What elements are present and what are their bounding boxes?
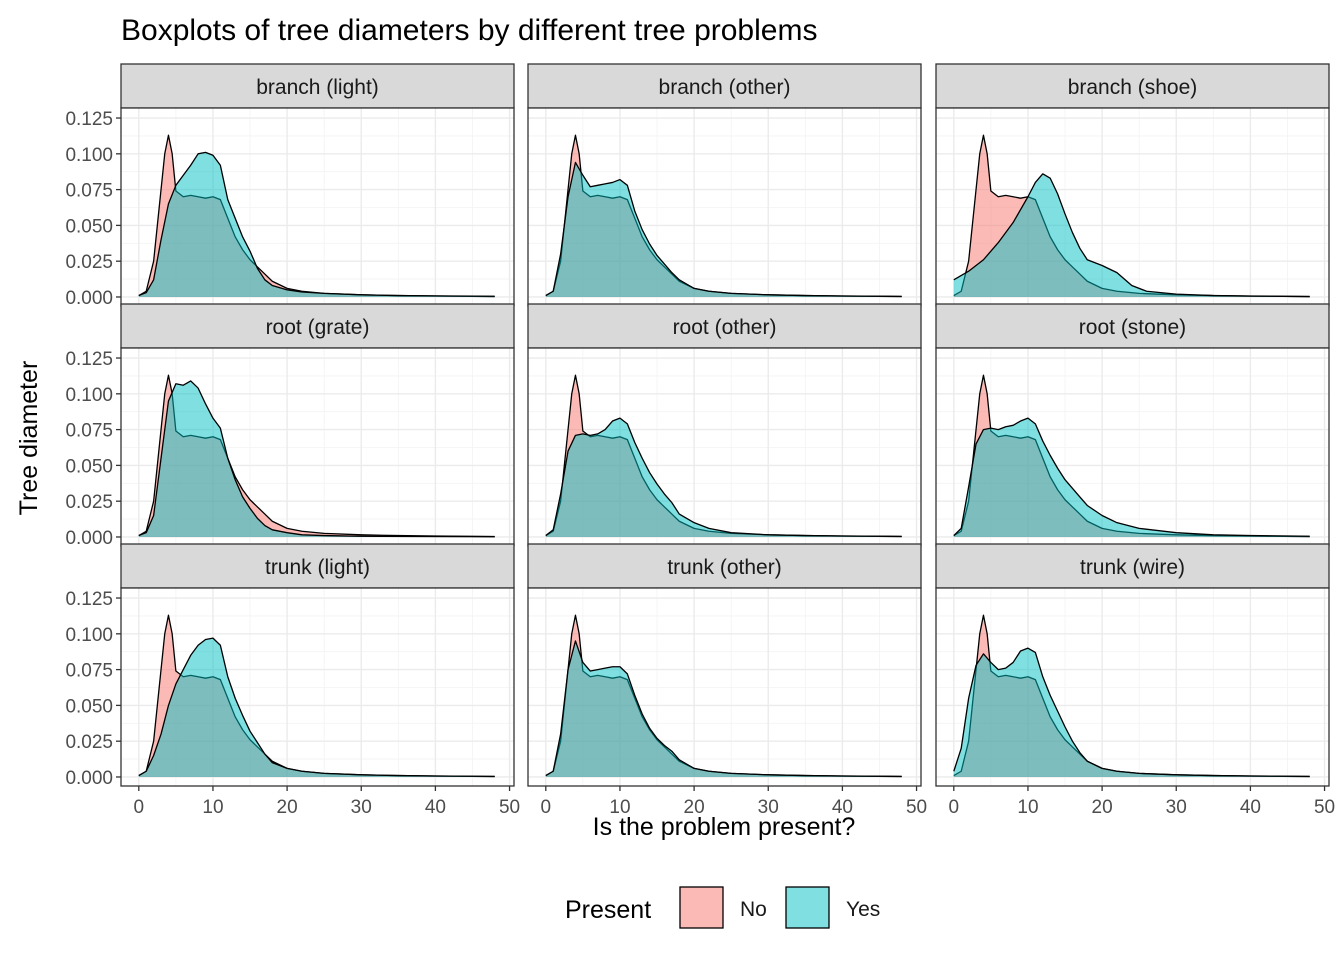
x-tick-label: 30 bbox=[1166, 797, 1187, 818]
facet-strip-label: branch (shoe) bbox=[1068, 76, 1198, 99]
y-tick-label: 0.000 bbox=[65, 288, 113, 309]
x-tick-label: 50 bbox=[906, 797, 927, 818]
facet-panel: trunk (other) 0 10 20 30 40 50 bbox=[527, 543, 927, 818]
y-tick-label: 0.050 bbox=[65, 696, 113, 717]
density-line-yes bbox=[138, 380, 495, 538]
facet-panel: root (other) bbox=[527, 303, 922, 547]
x-axis-title: Is the problem present? bbox=[593, 813, 856, 841]
y-axis-title: Tree diameter bbox=[15, 361, 43, 516]
y-tick-label: 0.075 bbox=[65, 421, 113, 442]
facet-strip bbox=[120, 63, 515, 109]
y-tick-label: 0.050 bbox=[65, 456, 113, 477]
x-tick-label: 20 bbox=[684, 797, 705, 818]
density-line-yes bbox=[545, 640, 902, 778]
y-tick-label: 0.075 bbox=[65, 661, 113, 682]
facet-strip-label: trunk (other) bbox=[667, 556, 781, 579]
y-tick-label: 0.025 bbox=[65, 252, 113, 273]
density-area-yes bbox=[545, 418, 902, 537]
x-tick-label: 40 bbox=[1240, 797, 1261, 818]
facet-strip-label: root (stone) bbox=[1079, 316, 1186, 339]
facet-strip bbox=[120, 543, 515, 589]
y-tick-label: 0.075 bbox=[65, 181, 113, 202]
x-tick-label: 30 bbox=[758, 797, 779, 818]
density-line-yes bbox=[953, 173, 1310, 298]
x-tick-label: 10 bbox=[1017, 797, 1038, 818]
y-tick-label: 0.125 bbox=[65, 349, 113, 370]
x-tick-label: 0 bbox=[134, 797, 145, 818]
y-tick-label: 0.025 bbox=[65, 732, 113, 753]
density-area-yes bbox=[545, 162, 902, 297]
x-tick-label: 30 bbox=[351, 797, 372, 818]
x-tick-label: 40 bbox=[425, 797, 446, 818]
legend-title: Present bbox=[565, 896, 651, 924]
facet-panel: trunk (wire) 0 10 20 30 40 50 bbox=[935, 543, 1335, 818]
panel-border bbox=[120, 587, 515, 787]
density-area-yes bbox=[138, 152, 495, 297]
legend: Present No Yes bbox=[565, 886, 880, 929]
density-area-yes bbox=[138, 638, 495, 777]
panel-border bbox=[527, 587, 922, 787]
y-tick-label: 0.125 bbox=[65, 109, 113, 130]
facet-strip-label: trunk (wire) bbox=[1080, 556, 1185, 579]
facet-panel: branch (light) 0.000 0.025 0.050 0.075 0.100 0… bbox=[65, 63, 515, 309]
density-line-yes bbox=[953, 417, 1310, 537]
x-tick-label: 20 bbox=[277, 797, 298, 818]
facet-panels: branch (light) 0.000 0.025 0.050 0.075 0.100 0… bbox=[65, 63, 1335, 818]
density-line-yes bbox=[545, 161, 902, 298]
density-line-yes bbox=[953, 647, 1310, 778]
chart-title: Boxplots of tree diameters by different … bbox=[121, 14, 817, 47]
facet-strip bbox=[527, 303, 922, 349]
y-tick-label: 0.100 bbox=[65, 625, 113, 646]
facet-strip bbox=[527, 543, 922, 589]
facet-panel: branch (other) bbox=[527, 63, 922, 307]
facet-panel: branch (shoe) bbox=[935, 63, 1330, 307]
facet-strip-label: root (other) bbox=[673, 316, 777, 339]
y-tick-label: 0.000 bbox=[65, 768, 113, 789]
density-area-yes bbox=[953, 418, 1310, 537]
facet-strip bbox=[527, 63, 922, 109]
x-tick-label: 0 bbox=[949, 797, 960, 818]
y-tick-label: 0.125 bbox=[65, 589, 113, 610]
x-tick-label: 10 bbox=[609, 797, 630, 818]
density-line-yes bbox=[545, 417, 902, 538]
facet-strip-label: branch (other) bbox=[659, 76, 791, 99]
y-tick-label: 0.000 bbox=[65, 528, 113, 549]
y-tick-label: 0.025 bbox=[65, 492, 113, 513]
y-tick-label: 0.050 bbox=[65, 216, 113, 237]
x-tick-label: 10 bbox=[202, 797, 223, 818]
x-tick-label: 20 bbox=[1092, 797, 1113, 818]
facet-panel: root (grate) 0.000 0.025 0.050 0.075 0.100 0.1… bbox=[65, 303, 515, 549]
facet-panel: trunk (light) 0.000 0.025 0.050 0.075 0.100 0.… bbox=[65, 543, 520, 818]
density-area-yes bbox=[953, 648, 1310, 777]
facet-strip-label: root (grate) bbox=[266, 316, 370, 339]
facet-strip bbox=[120, 303, 515, 349]
density-area-yes bbox=[545, 640, 902, 777]
facet-panel: root (stone) bbox=[935, 303, 1330, 547]
legend-key-yes bbox=[785, 886, 830, 929]
legend-key-no bbox=[679, 886, 724, 929]
density-area-yes bbox=[953, 173, 1310, 297]
y-tick-label: 0.100 bbox=[65, 145, 113, 166]
density-area-yes bbox=[138, 380, 495, 537]
panel-border bbox=[935, 587, 1330, 787]
x-tick-label: 40 bbox=[832, 797, 853, 818]
facet-strip-label: branch (light) bbox=[256, 76, 379, 99]
y-tick-label: 0.100 bbox=[65, 385, 113, 406]
legend-label-yes: Yes bbox=[846, 898, 880, 921]
x-tick-label: 50 bbox=[1314, 797, 1335, 818]
density-line-yes bbox=[138, 151, 495, 297]
density-line-yes bbox=[138, 637, 495, 778]
x-tick-label: 50 bbox=[499, 797, 520, 818]
facet-strip-label: trunk (light) bbox=[265, 556, 370, 579]
legend-label-no: No bbox=[740, 898, 767, 921]
x-tick-label: 0 bbox=[541, 797, 552, 818]
facet-strip bbox=[935, 63, 1330, 109]
